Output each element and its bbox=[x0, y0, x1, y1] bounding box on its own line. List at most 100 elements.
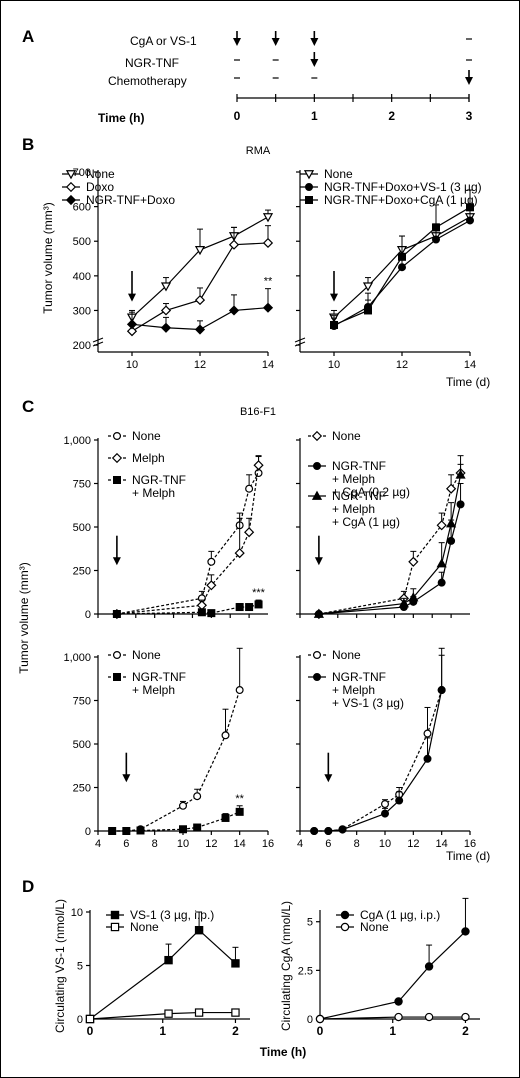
schedule-arrow bbox=[465, 70, 473, 85]
data-point bbox=[136, 826, 145, 835]
panel-c-letter: C bbox=[22, 397, 34, 416]
arrow-head bbox=[465, 77, 473, 85]
data-point bbox=[338, 825, 347, 834]
legend-marker bbox=[305, 196, 314, 205]
significance-label: *** bbox=[252, 587, 266, 599]
series-line bbox=[116, 603, 259, 615]
legend-marker bbox=[110, 910, 120, 920]
series-line bbox=[89, 1011, 236, 1020]
y-tick-label: 700 bbox=[73, 167, 91, 179]
legend-entry: NGR-TNF+Doxo+CgA (1 µg) bbox=[300, 193, 478, 207]
data-point bbox=[164, 955, 173, 965]
legend-marker bbox=[340, 922, 350, 932]
legend-entry: None bbox=[108, 648, 161, 662]
data-point bbox=[164, 1009, 173, 1018]
data-point bbox=[235, 807, 244, 816]
data-point bbox=[194, 925, 204, 935]
legend-label: None bbox=[132, 648, 161, 662]
schedule-row-label-ngr-tnf: NGR-TNF bbox=[125, 56, 179, 70]
legend-label: + VS-1 (3 µg) bbox=[332, 696, 404, 710]
y-tick-label: 600 bbox=[73, 202, 91, 214]
y-tick-label: 0 bbox=[85, 609, 91, 621]
legend-label: VS-1 (3 µg, i.p.) bbox=[130, 908, 214, 922]
axis-break bbox=[92, 337, 104, 343]
legend-entry: NGR-TNF+ Melph+ CgA (0.2 µg) bbox=[308, 459, 410, 499]
data-point bbox=[234, 548, 245, 559]
legend-label: + CgA (1 µg) bbox=[332, 515, 400, 529]
data-point bbox=[262, 302, 274, 313]
data-point bbox=[228, 239, 240, 250]
series-line bbox=[116, 465, 260, 615]
legend-label: CgA (1 µg, i.p.) bbox=[360, 908, 440, 922]
legend-label: None bbox=[332, 648, 361, 662]
data-point bbox=[432, 223, 441, 232]
treatment-arrow bbox=[122, 752, 131, 783]
data-point bbox=[122, 826, 131, 835]
data-point bbox=[436, 558, 447, 568]
x-tick-label: 1 bbox=[389, 1024, 396, 1038]
data-point bbox=[235, 603, 244, 612]
schedule-arrow bbox=[310, 31, 319, 46]
panel-c-xlabel: Time (d) bbox=[446, 849, 490, 863]
panel-a-letter: A bbox=[22, 27, 34, 46]
legend-label: NGR-TNF+Doxo+VS-1 (3 µg) bbox=[324, 180, 482, 194]
legend-entry: NGR-TNF+ Melph+ VS-1 (3 µg) bbox=[308, 670, 404, 710]
series-line bbox=[318, 474, 462, 615]
arrow-head bbox=[128, 293, 136, 302]
legend-entry: None bbox=[62, 167, 115, 181]
legend-entry: NGR-TNF+ Melph bbox=[108, 473, 186, 500]
schedule-timeline: 0 1 2 3 bbox=[233, 31, 473, 123]
data-point bbox=[461, 1012, 470, 1022]
data-point bbox=[423, 754, 432, 763]
arrow-head bbox=[122, 774, 131, 783]
legend-marker bbox=[112, 672, 121, 681]
arrow-head bbox=[310, 38, 319, 46]
data-point bbox=[221, 731, 230, 740]
panel-b-ylabel: Tumor volume (mm³) bbox=[41, 202, 55, 314]
treatment-arrow bbox=[112, 535, 121, 566]
arrow-head bbox=[310, 59, 319, 67]
data-point bbox=[398, 598, 409, 608]
legend-entry: None bbox=[108, 429, 161, 443]
data-point bbox=[194, 324, 206, 335]
schedule-row-label-chemotherapy: Chemotherapy bbox=[108, 74, 187, 88]
legend-entry: NGR-TNF+ Melph+ CgA (1 µg) bbox=[308, 489, 400, 529]
data-point bbox=[254, 600, 263, 609]
x-tick-label: 12 bbox=[396, 359, 408, 371]
data-point bbox=[206, 580, 217, 591]
data-point bbox=[207, 609, 216, 618]
data-point bbox=[231, 959, 240, 968]
data-point bbox=[461, 927, 470, 936]
arrow-head bbox=[271, 38, 280, 46]
series-line bbox=[89, 929, 236, 1020]
data-point bbox=[85, 1014, 95, 1024]
series-1 bbox=[108, 805, 244, 835]
data-point bbox=[447, 536, 456, 545]
schedule-tick-label: 2 bbox=[388, 109, 395, 123]
series-0 bbox=[85, 911, 240, 1024]
x-tick-label: 8 bbox=[152, 838, 158, 850]
legend-entry: None bbox=[300, 167, 353, 181]
schedule-arrow bbox=[310, 52, 319, 67]
data-point bbox=[160, 282, 172, 292]
legend-entry: Melph bbox=[108, 451, 165, 465]
arrow-head bbox=[314, 557, 323, 566]
panel-c-ylabel: Tumor volume (mm³) bbox=[17, 562, 31, 674]
treatment-arrow bbox=[314, 535, 323, 566]
y-tick-label: 250 bbox=[73, 783, 91, 795]
data-point bbox=[437, 578, 446, 587]
schedule-arrow bbox=[271, 31, 280, 46]
data-point bbox=[398, 263, 407, 272]
legend-marker bbox=[65, 194, 77, 206]
y-tick-label: 250 bbox=[73, 566, 91, 578]
x-tick-label: 0 bbox=[317, 1024, 324, 1038]
x-tick-label: 6 bbox=[325, 838, 331, 850]
legend-entry: None bbox=[106, 920, 159, 934]
data-point bbox=[408, 556, 419, 567]
legend-label: NGR-TNF+Doxo+CgA (1 µg) bbox=[324, 193, 478, 207]
legend-label: None bbox=[324, 167, 353, 181]
